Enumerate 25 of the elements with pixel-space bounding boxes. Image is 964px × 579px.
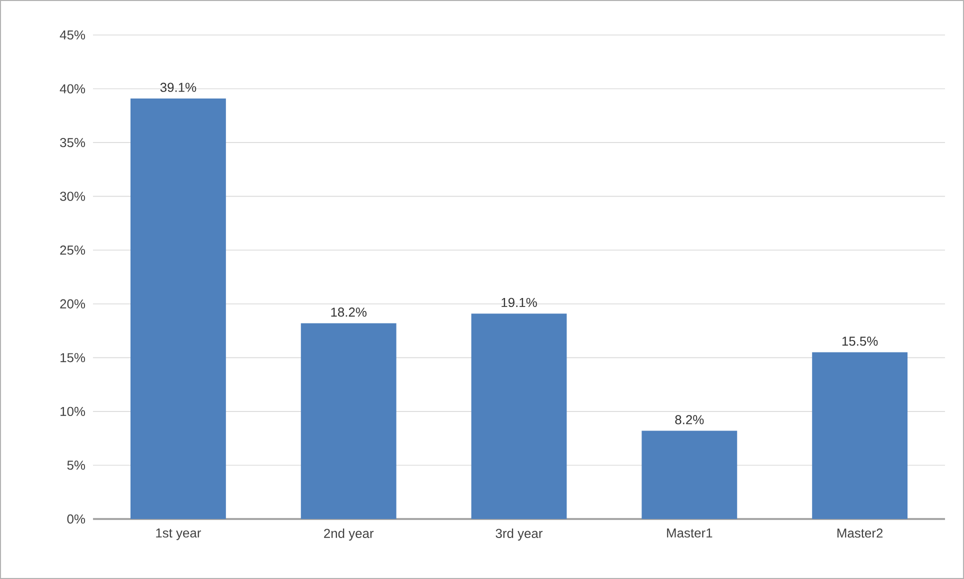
y-tick-label: 30%	[60, 192, 86, 201]
x-tick-label: 3rd year	[496, 528, 543, 541]
y-tick-label: 35%	[60, 138, 86, 148]
data-label: 19.1%	[502, 298, 537, 308]
y-tick-label: 0%	[67, 514, 86, 524]
data-label: 39.1%	[160, 82, 196, 92]
y-tick-label: 40%	[60, 84, 86, 94]
y-tick-label: 20%	[60, 299, 86, 308]
data-label: 8.2%	[675, 415, 704, 424]
bar	[642, 430, 738, 519]
y-tick-label: 15%	[60, 353, 86, 362]
bar	[130, 98, 226, 519]
x-tick-label: 2nd year	[324, 528, 374, 541]
y-tick-label: 25%	[60, 246, 86, 255]
x-tick-label: Master2	[837, 528, 883, 538]
bar	[300, 323, 396, 519]
y-tick-label: 10%	[60, 406, 86, 416]
bar	[471, 314, 567, 519]
x-tick-label: Master1	[667, 528, 712, 538]
x-tick-label: 1st year	[156, 528, 202, 540]
bar	[812, 352, 908, 519]
y-tick-label: 45%	[60, 30, 86, 40]
data-label: 15.5%	[842, 336, 878, 346]
y-tick-label: 5%	[67, 460, 86, 470]
data-label: 18.2%	[331, 308, 367, 317]
